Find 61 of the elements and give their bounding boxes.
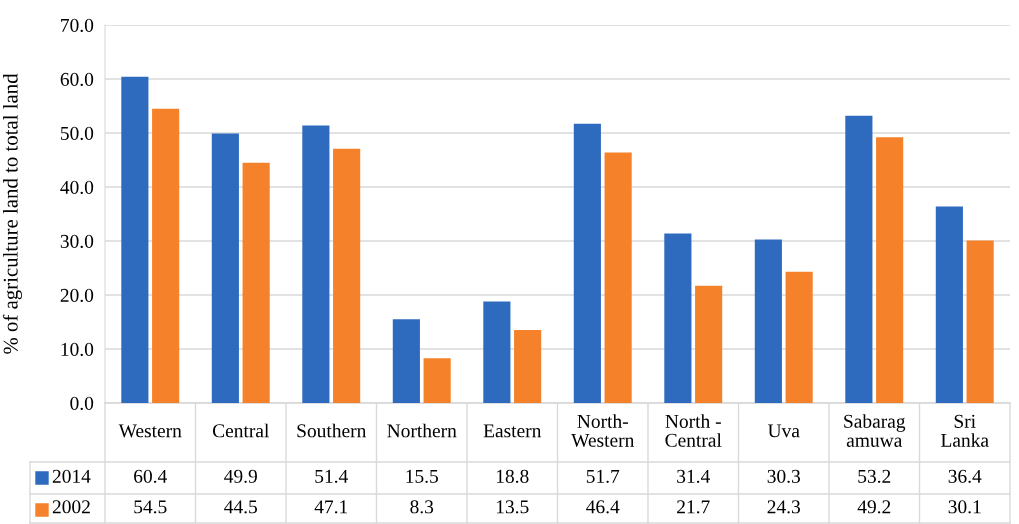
data-label: 30.3 xyxy=(767,469,800,483)
data-label: 49.2 xyxy=(857,500,891,514)
bar xyxy=(483,301,511,403)
data-label: 53.2 xyxy=(858,469,891,483)
bar xyxy=(935,206,963,403)
bar xyxy=(754,239,782,403)
bar xyxy=(876,137,904,403)
data-label: 13.5 xyxy=(496,500,529,514)
data-label: 44.5 xyxy=(224,500,257,514)
bar xyxy=(966,240,994,403)
x-tick-label: Sabarag amuwa xyxy=(844,414,906,447)
data-label: 21.7 xyxy=(677,500,710,514)
bar xyxy=(785,271,813,403)
bar xyxy=(302,125,330,403)
y-tick-label: 60.0 xyxy=(60,72,94,87)
bar xyxy=(211,133,239,403)
legend-label: 2002 xyxy=(52,500,90,514)
y-tick-label: 0.0 xyxy=(70,396,94,411)
x-tick-label: Uva xyxy=(767,424,800,438)
x-tick-label: North - Central xyxy=(665,414,722,447)
bar xyxy=(152,108,180,403)
bar xyxy=(242,162,270,403)
data-label: 49.9 xyxy=(224,469,257,483)
data-label: 30.1 xyxy=(948,500,981,514)
bar xyxy=(695,285,723,403)
bar xyxy=(392,319,420,403)
data-label: 36.4 xyxy=(948,469,982,483)
bar xyxy=(333,148,361,403)
y-tick-label: 20.0 xyxy=(60,288,94,303)
data-label: 51.7 xyxy=(586,469,620,483)
x-tick-label: Sri Lanka xyxy=(941,414,989,447)
y-tick-label: 50.0 xyxy=(60,126,94,141)
bar xyxy=(573,123,601,403)
data-label: 60.4 xyxy=(134,469,167,483)
bar xyxy=(664,233,692,403)
data-label: 47.1 xyxy=(314,500,348,514)
x-tick-label: Eastern xyxy=(483,424,542,438)
data-label: 15.5 xyxy=(406,469,438,483)
y-tick-label: 40.0 xyxy=(60,180,94,195)
bar xyxy=(121,76,149,403)
data-label: 46.4 xyxy=(586,500,620,514)
y-tick-label: 30.0 xyxy=(60,234,94,249)
data-label: 51.4 xyxy=(315,469,348,483)
legend-label: 2014 xyxy=(52,469,91,483)
data-label: 54.5 xyxy=(134,500,167,514)
x-tick-label: Northern xyxy=(387,423,457,438)
x-tick-label: North- Western xyxy=(571,414,635,447)
data-label: 31.4 xyxy=(677,469,710,483)
x-tick-label: Western xyxy=(118,424,182,438)
y-tick-label: 70.0 xyxy=(61,18,94,33)
bar xyxy=(604,152,632,403)
y-tick-label: 10.0 xyxy=(61,342,94,357)
data-label: 24.3 xyxy=(767,500,800,514)
x-tick-label: Central xyxy=(212,423,269,438)
y-axis-title: % of agriculture land to total land xyxy=(2,73,22,354)
bar xyxy=(514,330,542,403)
bar xyxy=(845,115,873,403)
x-tick-label: Southern xyxy=(297,423,367,438)
data-label: 8.3 xyxy=(410,500,434,514)
bar xyxy=(423,358,451,403)
data-label: 18.8 xyxy=(496,469,529,483)
